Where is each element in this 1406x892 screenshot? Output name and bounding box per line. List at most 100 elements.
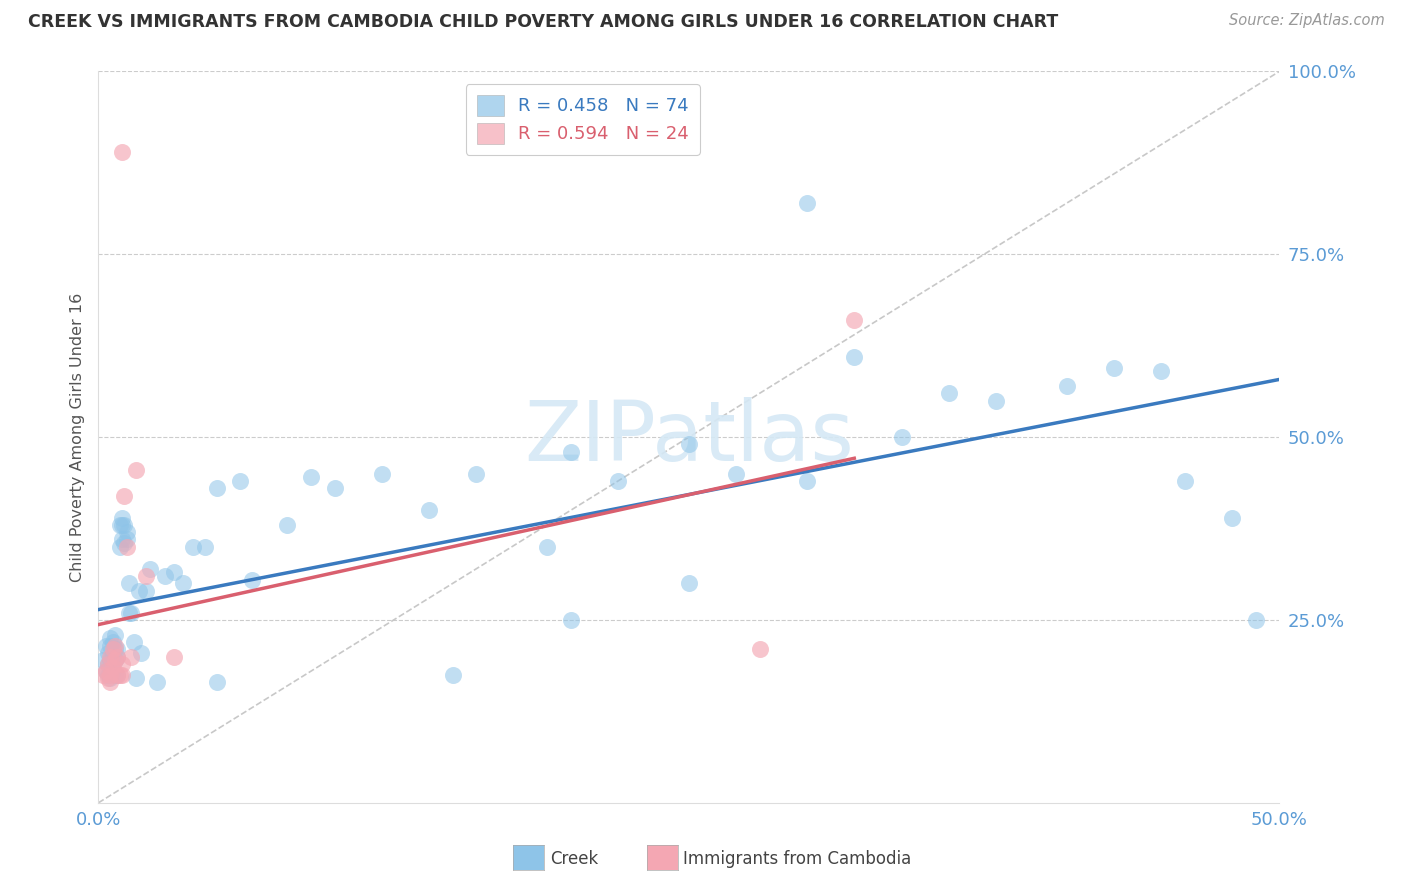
Point <box>98 632 121 646</box>
Point <box>194 540 217 554</box>
Point <box>796 196 818 211</box>
Point <box>299 470 322 484</box>
Point <box>101 642 124 657</box>
Point <box>125 463 148 477</box>
Point <box>105 649 128 664</box>
Point <box>938 386 960 401</box>
Point <box>890 430 912 444</box>
Point <box>323 481 346 495</box>
Point <box>181 540 204 554</box>
Legend: R = 0.458   N = 74, R = 0.594   N = 24: R = 0.458 N = 74, R = 0.594 N = 24 <box>465 84 700 154</box>
Point <box>125 672 148 686</box>
Point <box>98 672 121 686</box>
Point <box>97 672 120 686</box>
Point <box>536 540 558 554</box>
Point <box>101 660 124 674</box>
Point <box>94 639 117 653</box>
Point <box>111 517 134 532</box>
Point <box>1244 613 1267 627</box>
Point <box>115 533 138 547</box>
Point <box>153 569 176 583</box>
Text: Immigrants from Cambodia: Immigrants from Cambodia <box>683 850 911 868</box>
Point <box>465 467 488 481</box>
Point <box>108 517 131 532</box>
Point <box>1174 474 1197 488</box>
Point <box>678 576 700 591</box>
Point <box>98 675 121 690</box>
Y-axis label: Child Poverty Among Girls Under 16: Child Poverty Among Girls Under 16 <box>69 293 84 582</box>
Point <box>229 474 252 488</box>
Point <box>105 649 128 664</box>
Point <box>796 474 818 488</box>
Point <box>205 675 228 690</box>
Text: Source: ZipAtlas.com: Source: ZipAtlas.com <box>1229 13 1385 29</box>
Point <box>441 667 464 681</box>
Point <box>205 481 228 495</box>
Point <box>1056 379 1078 393</box>
Point <box>97 646 120 660</box>
Point <box>115 525 138 540</box>
Point <box>135 569 157 583</box>
Point <box>121 649 143 664</box>
Point <box>94 664 117 678</box>
Point <box>98 639 121 653</box>
Point <box>104 627 127 641</box>
Point <box>104 667 127 681</box>
Point <box>172 576 194 591</box>
Point <box>97 657 120 671</box>
Text: ZIPatlas: ZIPatlas <box>524 397 853 477</box>
Point <box>112 517 135 532</box>
Text: Creek: Creek <box>550 850 598 868</box>
Point <box>97 667 120 681</box>
Point <box>725 467 748 481</box>
Point <box>101 635 124 649</box>
Point <box>163 649 186 664</box>
Point <box>111 657 134 671</box>
Point <box>105 667 128 681</box>
Point <box>1220 510 1243 524</box>
Point <box>111 510 134 524</box>
Point <box>135 583 157 598</box>
Point <box>98 649 121 664</box>
Point <box>101 649 124 664</box>
Point <box>108 540 131 554</box>
Point <box>240 573 263 587</box>
Point <box>104 653 127 667</box>
Point <box>1150 364 1173 378</box>
Point <box>104 653 127 667</box>
Point <box>128 583 150 598</box>
Point <box>101 664 124 678</box>
Point <box>139 562 162 576</box>
Point <box>560 444 582 458</box>
Point <box>371 467 394 481</box>
Point <box>112 489 135 503</box>
Text: CREEK VS IMMIGRANTS FROM CAMBODIA CHILD POVERTY AMONG GIRLS UNDER 16 CORRELATION: CREEK VS IMMIGRANTS FROM CAMBODIA CHILD … <box>28 13 1059 31</box>
Point <box>276 517 298 532</box>
Point <box>98 667 121 681</box>
Point <box>97 657 120 671</box>
Point <box>118 606 141 620</box>
Point <box>112 536 135 550</box>
Point <box>111 145 134 159</box>
Point <box>844 313 866 327</box>
Point <box>98 653 121 667</box>
Point <box>104 642 127 657</box>
Point <box>105 667 128 681</box>
Point <box>104 639 127 653</box>
Point <box>146 675 169 690</box>
Point <box>115 540 138 554</box>
Point <box>122 635 145 649</box>
Point <box>748 642 770 657</box>
Point <box>91 667 114 681</box>
Point <box>105 642 128 657</box>
Point <box>678 437 700 451</box>
Point <box>844 350 866 364</box>
Point <box>560 613 582 627</box>
Point <box>418 503 440 517</box>
Point <box>984 393 1007 408</box>
Point <box>111 667 134 681</box>
Point <box>1102 360 1125 375</box>
Point <box>91 653 114 667</box>
Point <box>118 576 141 591</box>
Point <box>108 667 131 681</box>
